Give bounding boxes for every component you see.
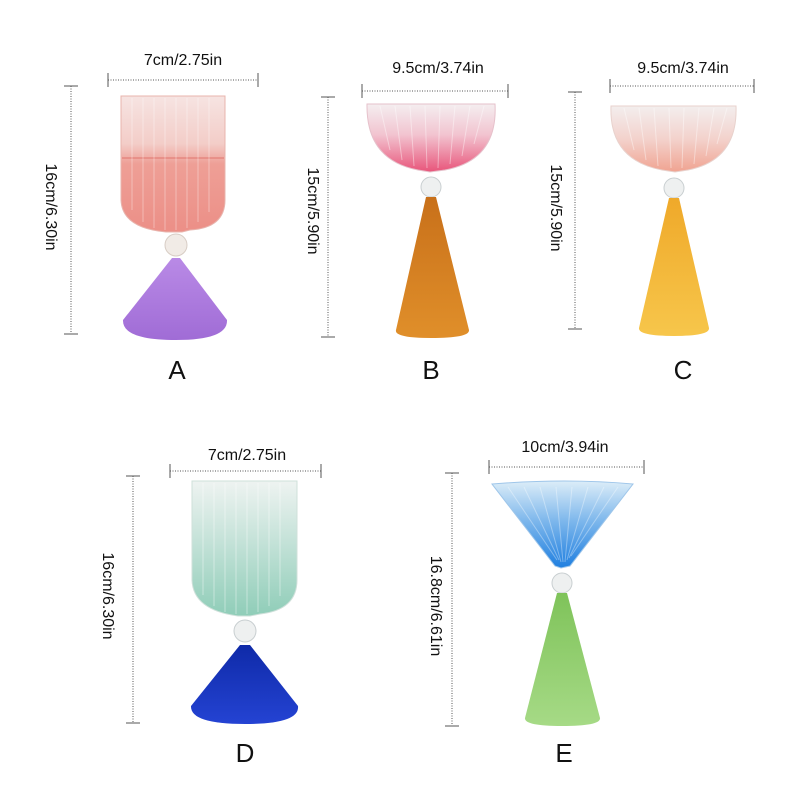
label-letter-c: C — [673, 355, 693, 385]
label-letter-a: A — [168, 355, 186, 385]
label-letter-e: E — [555, 738, 573, 768]
width-label-e: 10cm/3.94in — [521, 439, 609, 456]
label-letter-b: B — [422, 355, 440, 385]
width-label-c: 9.5cm/3.74in — [637, 60, 729, 77]
width-label-a: 7cm/2.75in — [143, 52, 223, 69]
label-letter-d: D — [235, 738, 255, 768]
width-label-b: 9.5cm/3.74in — [392, 60, 484, 77]
width-label-d: 7cm/2.75in — [207, 447, 287, 464]
